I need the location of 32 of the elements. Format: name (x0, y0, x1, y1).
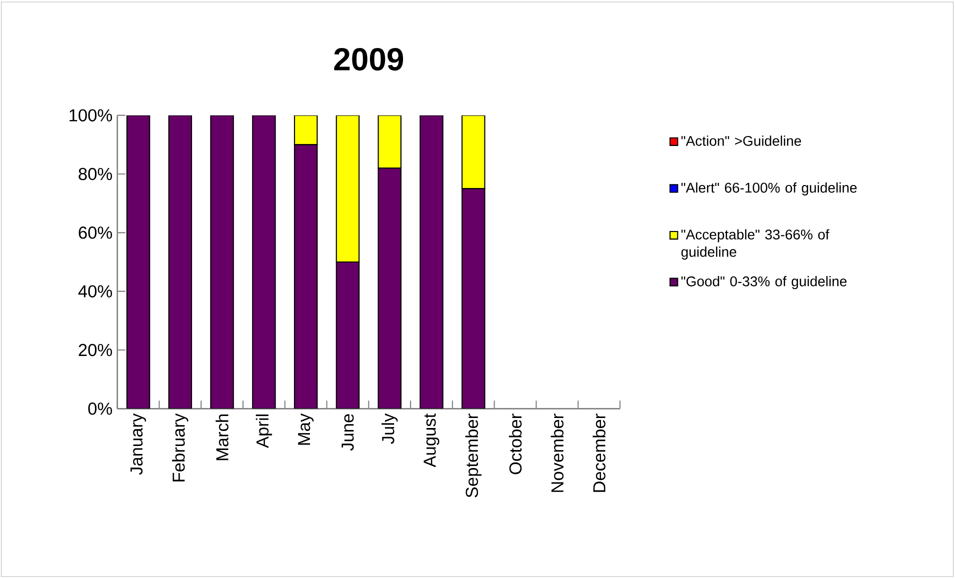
legend-label: "Action" >Guideline (681, 136, 802, 146)
y-tick-label: 0% (88, 402, 112, 415)
x-tick-label: October (508, 414, 522, 474)
legend-label: "Good" 0-33% of guideline (681, 276, 847, 290)
x-tick-label: November (550, 414, 564, 492)
bar (126, 115, 150, 409)
bar (336, 115, 360, 263)
bar (420, 115, 444, 409)
y-tick-label: 100% (70, 109, 112, 122)
bar (210, 115, 234, 409)
bar (462, 115, 486, 190)
x-tick-label: June (342, 414, 354, 451)
x-tick-label: July (382, 413, 398, 444)
x-tick-label: May (298, 413, 314, 445)
legend-label: "Alert" 66-100% of guideline (681, 182, 857, 196)
x-tick-label: August (424, 414, 440, 468)
legend-label: "Acceptable" 33-66% of guideline (681, 229, 830, 260)
x-tick-label: September (465, 414, 482, 498)
bar (378, 115, 402, 169)
y-tick-label: 40% (78, 285, 112, 298)
bar (252, 115, 276, 409)
bar (294, 115, 318, 146)
chart-title: 2009 (334, 48, 404, 71)
x-tick-label: April (256, 414, 272, 448)
y-tick-label: 20% (78, 344, 112, 356)
x-tick-label: December (592, 414, 606, 492)
x-tick-label: February (172, 413, 188, 482)
x-tick-label: March (216, 414, 228, 460)
x-tick-label: January (130, 413, 146, 475)
y-tick-label: 60% (78, 226, 112, 239)
bar (168, 115, 192, 409)
y-tick-label: 80% (78, 168, 112, 180)
